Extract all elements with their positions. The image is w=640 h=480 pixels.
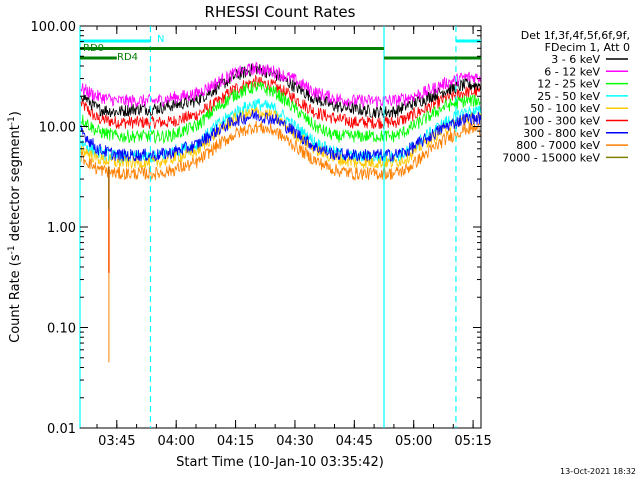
y-tick-label: 10.00 <box>39 121 76 136</box>
legend-label: 12 - 25 keV <box>537 78 600 91</box>
legend: Det 1f,3f,4f,5f,6f,9f, FDecim 1, Att 0 3… <box>502 29 630 164</box>
series-layer <box>80 61 481 363</box>
legend-label: 6 - 12 keV <box>544 65 600 78</box>
series-line-4 <box>80 106 481 170</box>
legend-label: 800 - 7000 keV <box>516 139 600 152</box>
x-tick-label: 05:00 <box>395 434 432 449</box>
legend-label: 50 - 100 keV <box>530 102 600 115</box>
legend-label: 100 - 300 keV <box>523 115 600 128</box>
legend-label: 25 - 50 keV <box>537 90 600 103</box>
y-label-part2: detector segment <box>8 125 23 245</box>
legend-header-line2: FDecim 1, Att 0 <box>545 41 630 54</box>
x-tick-label: 04:45 <box>336 434 373 449</box>
x-tick-label: 05:15 <box>454 434 491 449</box>
x-tick-label: 04:00 <box>157 434 194 449</box>
x-tick-label: 04:30 <box>276 434 313 449</box>
y-tick-label: 0.10 <box>47 322 76 337</box>
legend-header-line1: Det 1f,3f,4f,5f,6f,9f, <box>521 29 630 42</box>
y-tick-label: 100.00 <box>31 20 77 35</box>
series-line-6 <box>80 109 481 163</box>
x-tick-label: 03:45 <box>98 434 135 449</box>
y-axis-label: Count Rate (s-1 detector segment-1) <box>7 111 23 343</box>
x-tick-label: 04:15 <box>217 434 254 449</box>
series-line-1 <box>80 61 481 109</box>
series-line-5 <box>80 75 481 130</box>
series-line-7 <box>80 120 481 182</box>
legend-label: 300 - 800 keV <box>523 127 600 140</box>
timestamp: 13-Oct-2021 18:32 <box>560 467 636 476</box>
y-label-part1: Count Rate (s <box>8 254 23 343</box>
y-label-exp1: -1 <box>7 245 17 254</box>
x-axis-label: Start Time (10-Jan-10 03:35:42) <box>176 455 384 470</box>
y-label-exp2: -1 <box>7 116 17 125</box>
series-line-2 <box>80 81 481 144</box>
rd0-marker-label: RD0 <box>83 43 104 54</box>
y-tick-label: 0.01 <box>47 422 76 437</box>
axis-layer: 0.01 0.10 1.00 10.00 100.00 03:45 04:00 04:15 04… <box>31 20 492 449</box>
chart-title: RHESSI Count Rates <box>205 3 356 21</box>
legend-label: 7000 - 15000 keV <box>502 151 600 164</box>
legend-label: 3 - 6 keV <box>551 53 600 66</box>
n-marker-label: N <box>157 34 164 45</box>
rd4-marker-label: RD4 <box>117 52 138 63</box>
y-tick-label: 1.00 <box>47 221 76 236</box>
y-label-part3: ) <box>8 111 23 116</box>
